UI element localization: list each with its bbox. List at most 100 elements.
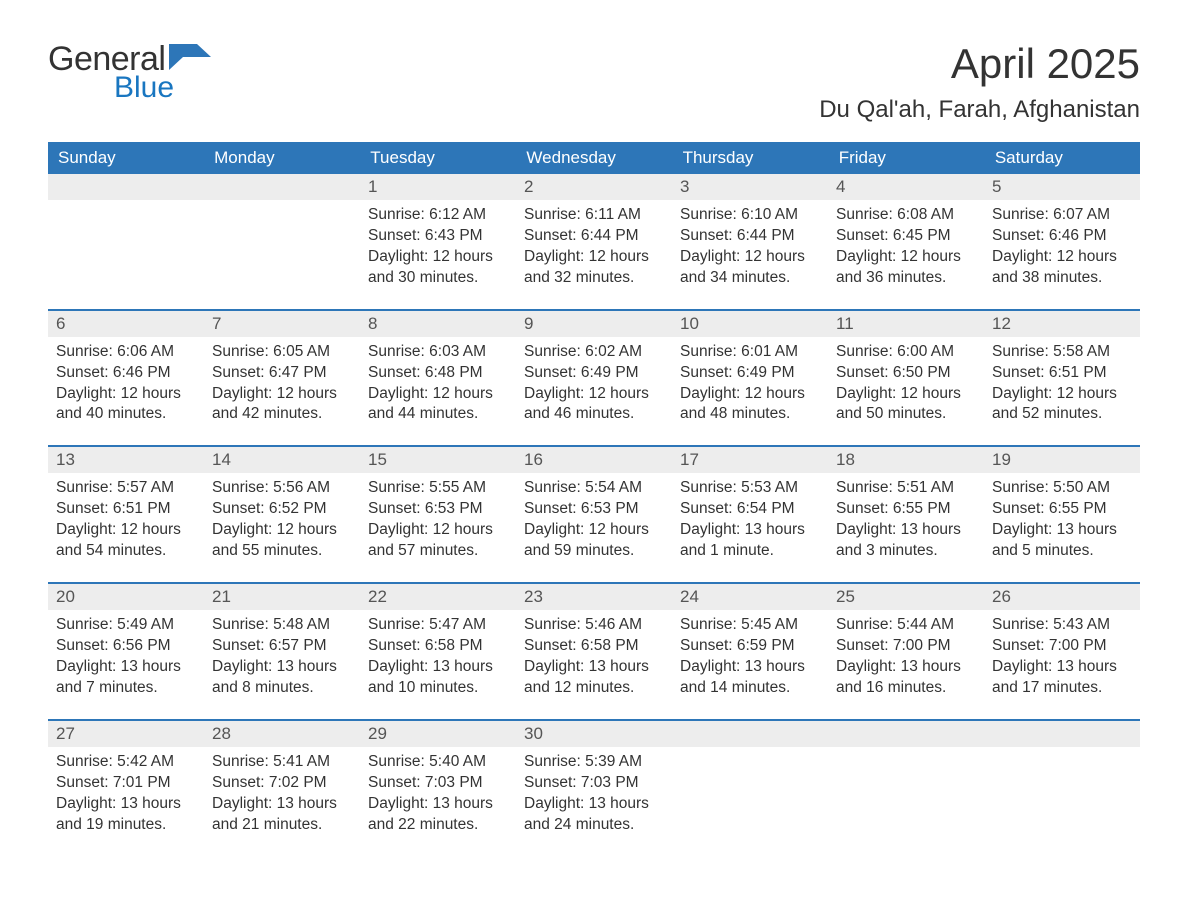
day-cell: 2Sunrise: 6:11 AMSunset: 6:44 PMDaylight… xyxy=(516,174,672,309)
daylight-line: Daylight: 12 hours and 38 minutes. xyxy=(992,247,1132,289)
daylight-line: Daylight: 12 hours and 30 minutes. xyxy=(368,247,508,289)
sunset-line: Sunset: 6:51 PM xyxy=(992,363,1132,384)
day-number: 13 xyxy=(48,447,204,473)
day-cell: 3Sunrise: 6:10 AMSunset: 6:44 PMDaylight… xyxy=(672,174,828,309)
day-cell: 5Sunrise: 6:07 AMSunset: 6:46 PMDaylight… xyxy=(984,174,1140,309)
day-cell: 10Sunrise: 6:01 AMSunset: 6:49 PMDayligh… xyxy=(672,311,828,446)
daylight-line: Daylight: 13 hours and 1 minute. xyxy=(680,520,820,562)
day-details: Sunrise: 5:42 AMSunset: 7:01 PMDaylight:… xyxy=(48,747,204,836)
sunrise-line: Sunrise: 5:41 AM xyxy=(212,752,352,773)
sunrise-line: Sunrise: 6:03 AM xyxy=(368,342,508,363)
daylight-line: Daylight: 13 hours and 21 minutes. xyxy=(212,794,352,836)
day-cell: 23Sunrise: 5:46 AMSunset: 6:58 PMDayligh… xyxy=(516,584,672,719)
daylight-line: Daylight: 12 hours and 50 minutes. xyxy=(836,384,976,426)
day-number: 23 xyxy=(516,584,672,610)
title-block: April 2025 Du Qal'ah, Farah, Afghanistan xyxy=(819,40,1140,124)
sunset-line: Sunset: 6:49 PM xyxy=(680,363,820,384)
weekday-header: Saturday xyxy=(985,142,1140,174)
day-cell: 27Sunrise: 5:42 AMSunset: 7:01 PMDayligh… xyxy=(48,721,204,856)
day-cell xyxy=(204,174,360,309)
sunset-line: Sunset: 6:55 PM xyxy=(992,499,1132,520)
day-cell: 1Sunrise: 6:12 AMSunset: 6:43 PMDaylight… xyxy=(360,174,516,309)
sunrise-line: Sunrise: 6:02 AM xyxy=(524,342,664,363)
day-cell: 18Sunrise: 5:51 AMSunset: 6:55 PMDayligh… xyxy=(828,447,984,582)
sunset-line: Sunset: 6:47 PM xyxy=(212,363,352,384)
week-row: 27Sunrise: 5:42 AMSunset: 7:01 PMDayligh… xyxy=(48,719,1140,856)
sunrise-line: Sunrise: 6:07 AM xyxy=(992,205,1132,226)
day-cell: 7Sunrise: 6:05 AMSunset: 6:47 PMDaylight… xyxy=(204,311,360,446)
day-details: Sunrise: 5:41 AMSunset: 7:02 PMDaylight:… xyxy=(204,747,360,836)
day-details: Sunrise: 5:48 AMSunset: 6:57 PMDaylight:… xyxy=(204,610,360,699)
day-number: 5 xyxy=(984,174,1140,200)
day-number xyxy=(672,721,828,747)
sunset-line: Sunset: 7:00 PM xyxy=(836,636,976,657)
day-number: 18 xyxy=(828,447,984,473)
day-cell: 26Sunrise: 5:43 AMSunset: 7:00 PMDayligh… xyxy=(984,584,1140,719)
sunset-line: Sunset: 6:53 PM xyxy=(368,499,508,520)
day-details: Sunrise: 6:11 AMSunset: 6:44 PMDaylight:… xyxy=(516,200,672,289)
sunset-line: Sunset: 6:54 PM xyxy=(680,499,820,520)
weeks-container: 1Sunrise: 6:12 AMSunset: 6:43 PMDaylight… xyxy=(48,174,1140,855)
sunrise-line: Sunrise: 5:48 AM xyxy=(212,615,352,636)
day-number: 21 xyxy=(204,584,360,610)
day-cell xyxy=(672,721,828,856)
daylight-line: Daylight: 12 hours and 48 minutes. xyxy=(680,384,820,426)
day-details: Sunrise: 6:00 AMSunset: 6:50 PMDaylight:… xyxy=(828,337,984,426)
weekday-header: Tuesday xyxy=(360,142,516,174)
day-details: Sunrise: 5:49 AMSunset: 6:56 PMDaylight:… xyxy=(48,610,204,699)
day-number: 19 xyxy=(984,447,1140,473)
day-number: 22 xyxy=(360,584,516,610)
day-number: 28 xyxy=(204,721,360,747)
day-number xyxy=(48,174,204,200)
day-cell: 16Sunrise: 5:54 AMSunset: 6:53 PMDayligh… xyxy=(516,447,672,582)
day-details: Sunrise: 5:55 AMSunset: 6:53 PMDaylight:… xyxy=(360,473,516,562)
day-number: 4 xyxy=(828,174,984,200)
weekday-header: Wednesday xyxy=(516,142,672,174)
daylight-line: Daylight: 12 hours and 36 minutes. xyxy=(836,247,976,289)
day-details: Sunrise: 5:40 AMSunset: 7:03 PMDaylight:… xyxy=(360,747,516,836)
weekday-header: Sunday xyxy=(48,142,204,174)
sunset-line: Sunset: 6:49 PM xyxy=(524,363,664,384)
day-cell xyxy=(828,721,984,856)
day-cell: 29Sunrise: 5:40 AMSunset: 7:03 PMDayligh… xyxy=(360,721,516,856)
logo-text-blue: Blue xyxy=(114,71,211,105)
weekday-header: Monday xyxy=(204,142,360,174)
sunrise-line: Sunrise: 6:05 AM xyxy=(212,342,352,363)
daylight-line: Daylight: 12 hours and 40 minutes. xyxy=(56,384,196,426)
daylight-line: Daylight: 12 hours and 57 minutes. xyxy=(368,520,508,562)
day-number: 26 xyxy=(984,584,1140,610)
day-number: 27 xyxy=(48,721,204,747)
day-number: 9 xyxy=(516,311,672,337)
day-number: 17 xyxy=(672,447,828,473)
sunrise-line: Sunrise: 6:01 AM xyxy=(680,342,820,363)
sunrise-line: Sunrise: 5:51 AM xyxy=(836,478,976,499)
week-row: 20Sunrise: 5:49 AMSunset: 6:56 PMDayligh… xyxy=(48,582,1140,719)
day-cell: 14Sunrise: 5:56 AMSunset: 6:52 PMDayligh… xyxy=(204,447,360,582)
sunrise-line: Sunrise: 5:40 AM xyxy=(368,752,508,773)
day-number: 1 xyxy=(360,174,516,200)
week-row: 1Sunrise: 6:12 AMSunset: 6:43 PMDaylight… xyxy=(48,174,1140,309)
sunset-line: Sunset: 6:58 PM xyxy=(368,636,508,657)
day-details: Sunrise: 5:57 AMSunset: 6:51 PMDaylight:… xyxy=(48,473,204,562)
daylight-line: Daylight: 13 hours and 5 minutes. xyxy=(992,520,1132,562)
week-row: 6Sunrise: 6:06 AMSunset: 6:46 PMDaylight… xyxy=(48,309,1140,446)
day-number: 20 xyxy=(48,584,204,610)
daylight-line: Daylight: 12 hours and 46 minutes. xyxy=(524,384,664,426)
daylight-line: Daylight: 13 hours and 3 minutes. xyxy=(836,520,976,562)
sunset-line: Sunset: 6:55 PM xyxy=(836,499,976,520)
day-cell: 20Sunrise: 5:49 AMSunset: 6:56 PMDayligh… xyxy=(48,584,204,719)
day-details: Sunrise: 5:51 AMSunset: 6:55 PMDaylight:… xyxy=(828,473,984,562)
sunrise-line: Sunrise: 5:42 AM xyxy=(56,752,196,773)
sunset-line: Sunset: 6:58 PM xyxy=(524,636,664,657)
sunset-line: Sunset: 6:59 PM xyxy=(680,636,820,657)
daylight-line: Daylight: 13 hours and 8 minutes. xyxy=(212,657,352,699)
daylight-line: Daylight: 12 hours and 32 minutes. xyxy=(524,247,664,289)
day-cell: 21Sunrise: 5:48 AMSunset: 6:57 PMDayligh… xyxy=(204,584,360,719)
daylight-line: Daylight: 12 hours and 54 minutes. xyxy=(56,520,196,562)
day-details: Sunrise: 6:02 AMSunset: 6:49 PMDaylight:… xyxy=(516,337,672,426)
day-number: 7 xyxy=(204,311,360,337)
daylight-line: Daylight: 12 hours and 44 minutes. xyxy=(368,384,508,426)
day-cell: 6Sunrise: 6:06 AMSunset: 6:46 PMDaylight… xyxy=(48,311,204,446)
weekday-header: Thursday xyxy=(673,142,829,174)
daylight-line: Daylight: 12 hours and 34 minutes. xyxy=(680,247,820,289)
